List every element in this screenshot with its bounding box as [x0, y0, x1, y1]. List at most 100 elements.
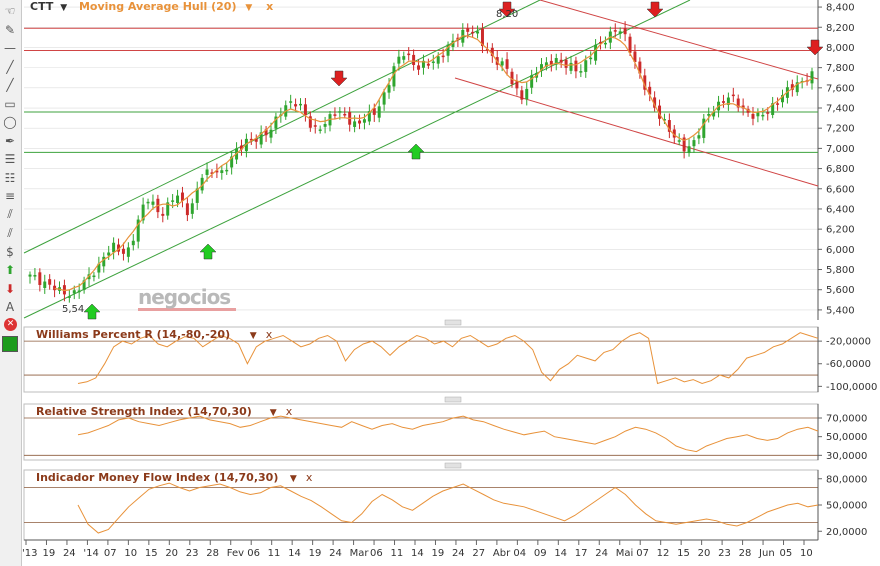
fibonacci-icon[interactable]: ☰ — [4, 152, 16, 166]
delete-icon[interactable]: ✕ — [4, 317, 17, 331]
williams-resize-handle — [444, 319, 462, 326]
close-icon[interactable]: x — [266, 0, 274, 13]
candle-body — [618, 31, 622, 34]
x-tick-label: 24 — [452, 548, 465, 559]
watermark-logo: negocios — [138, 287, 236, 311]
candle-body — [33, 275, 37, 277]
candle-body — [712, 111, 716, 117]
sell-arrow-icon — [646, 1, 664, 18]
hand-icon[interactable]: ☜ — [4, 4, 16, 18]
x-tick-label: 17 — [575, 548, 588, 559]
arrow-up-icon[interactable]: ⬆ — [4, 263, 16, 277]
candle-body — [67, 296, 71, 298]
x-tick-label: 14 — [554, 548, 567, 559]
price-tick-label: 6,400 — [826, 204, 855, 215]
mfi-tick-label: 50,0000 — [826, 501, 867, 512]
candle-body — [589, 57, 593, 60]
x-tick-label: 14 — [411, 548, 424, 559]
williams-tick-label: -60,0000 — [826, 359, 871, 370]
candle-body — [43, 281, 47, 288]
candle-body — [131, 240, 135, 246]
candle-body — [397, 56, 401, 64]
x-tick-label: Mar — [350, 548, 370, 559]
candle-body — [343, 113, 347, 116]
candle-body — [599, 41, 603, 44]
candle-body — [569, 62, 573, 71]
candle-body — [195, 188, 199, 203]
symbol-selector[interactable]: CTT ▼ — [30, 0, 71, 13]
indicator-selector[interactable]: Moving Average Hull (20) ▼ x — [79, 0, 273, 13]
text-icon[interactable]: A — [5, 300, 15, 314]
pen-icon[interactable]: ✒ — [4, 133, 16, 148]
retracement-icon[interactable]: ≡ — [4, 189, 16, 203]
candle-body — [476, 31, 480, 34]
chevron-down-icon: ▼ — [270, 408, 277, 418]
candle-body — [92, 275, 96, 278]
candle-body — [402, 56, 406, 60]
arrow-down-icon[interactable]: ⬇ — [4, 281, 16, 296]
line-icon[interactable]: ╱ — [6, 59, 14, 74]
candle-body — [121, 248, 125, 254]
candle-body — [107, 252, 111, 256]
price-tick-label: 7,600 — [826, 83, 855, 94]
close-icon: x — [266, 328, 273, 341]
price-tick-label: 6,200 — [826, 225, 855, 236]
price-tick-label: 7,400 — [826, 104, 855, 115]
candle-body — [554, 58, 558, 65]
hline-icon[interactable]: — — [4, 41, 16, 55]
fan-icon[interactable]: ⫽ — [7, 207, 13, 221]
fib-grid-icon[interactable]: ☷ — [4, 170, 16, 185]
mfi-tick-label: 80,0000 — [826, 474, 867, 485]
candle-body — [500, 61, 504, 66]
candle-body — [225, 169, 229, 172]
price-tick-label: 6,800 — [826, 164, 855, 175]
candle-body — [269, 129, 273, 138]
rsi-title: Relative Strength Index (14,70,30) — [36, 405, 252, 418]
color-icon[interactable] — [2, 336, 18, 352]
x-tick-label: 28 — [739, 548, 752, 559]
price-tick-label: 6,000 — [826, 245, 855, 256]
candle-body — [323, 123, 327, 127]
candle-body — [97, 263, 101, 273]
candle-body — [377, 106, 381, 118]
draw-icon[interactable]: ✎ — [4, 22, 16, 37]
downtrend-channel-upper — [539, 0, 819, 80]
x-tick-label: Mai — [616, 548, 634, 559]
dollar-icon[interactable]: $ — [6, 244, 14, 259]
drawing-toolbar: ☜ ✎ — ╱ ╱ ▭ ◯ ✒ ☰ ☷ ≡ ⫽ ⫽ $ ⬆ ⬇ A ✕ — [0, 0, 22, 566]
rsi-frame — [23, 403, 819, 461]
x-tick-label: 14 — [288, 548, 301, 559]
channel-icon[interactable]: ⫽ — [7, 225, 13, 240]
x-axis: '13 19 24'14 07 10 15 20 23 28 Fev 06 11 14 19 24 Mar 06… — [22, 539, 818, 559]
candle-body — [382, 92, 386, 105]
candle-body — [146, 201, 150, 204]
x-tick-label: '13 — [22, 548, 37, 559]
x-tick-label: 11 — [268, 548, 281, 559]
rsi-resize-handle — [444, 396, 462, 403]
candle-body — [613, 30, 617, 32]
candle-body — [490, 47, 494, 57]
rectangle-icon[interactable]: ▭ — [4, 96, 16, 111]
price-tick-label: 7,800 — [826, 63, 855, 74]
candle-body — [117, 244, 121, 252]
candle-body — [102, 256, 106, 267]
candle-body — [289, 101, 293, 103]
williams-title: Williams Percent R (14,-80,-20) — [36, 328, 230, 341]
ray-icon[interactable]: ╱ — [6, 78, 14, 92]
indicator-label: Moving Average Hull (20) — [78, 0, 237, 13]
candle-body — [417, 65, 421, 70]
x-tick-label: Fev — [227, 548, 244, 559]
x-tick-label: 28 — [206, 548, 219, 559]
candle-body — [387, 85, 391, 93]
candle-body — [38, 272, 42, 285]
candle-body — [471, 31, 475, 34]
candle-body — [259, 132, 263, 145]
candle-body — [176, 195, 180, 203]
ellipse-icon[interactable]: ◯ — [3, 115, 17, 129]
sell-arrow-icon — [806, 39, 824, 56]
x-tick-label: 10 — [800, 548, 813, 559]
candle-body — [584, 60, 588, 72]
rsi-panel: 70,0000 50,0000 30,0000 Relative Strength I… — [23, 396, 867, 462]
downtrend-channel-lower — [454, 77, 819, 187]
candle-body — [790, 84, 794, 90]
